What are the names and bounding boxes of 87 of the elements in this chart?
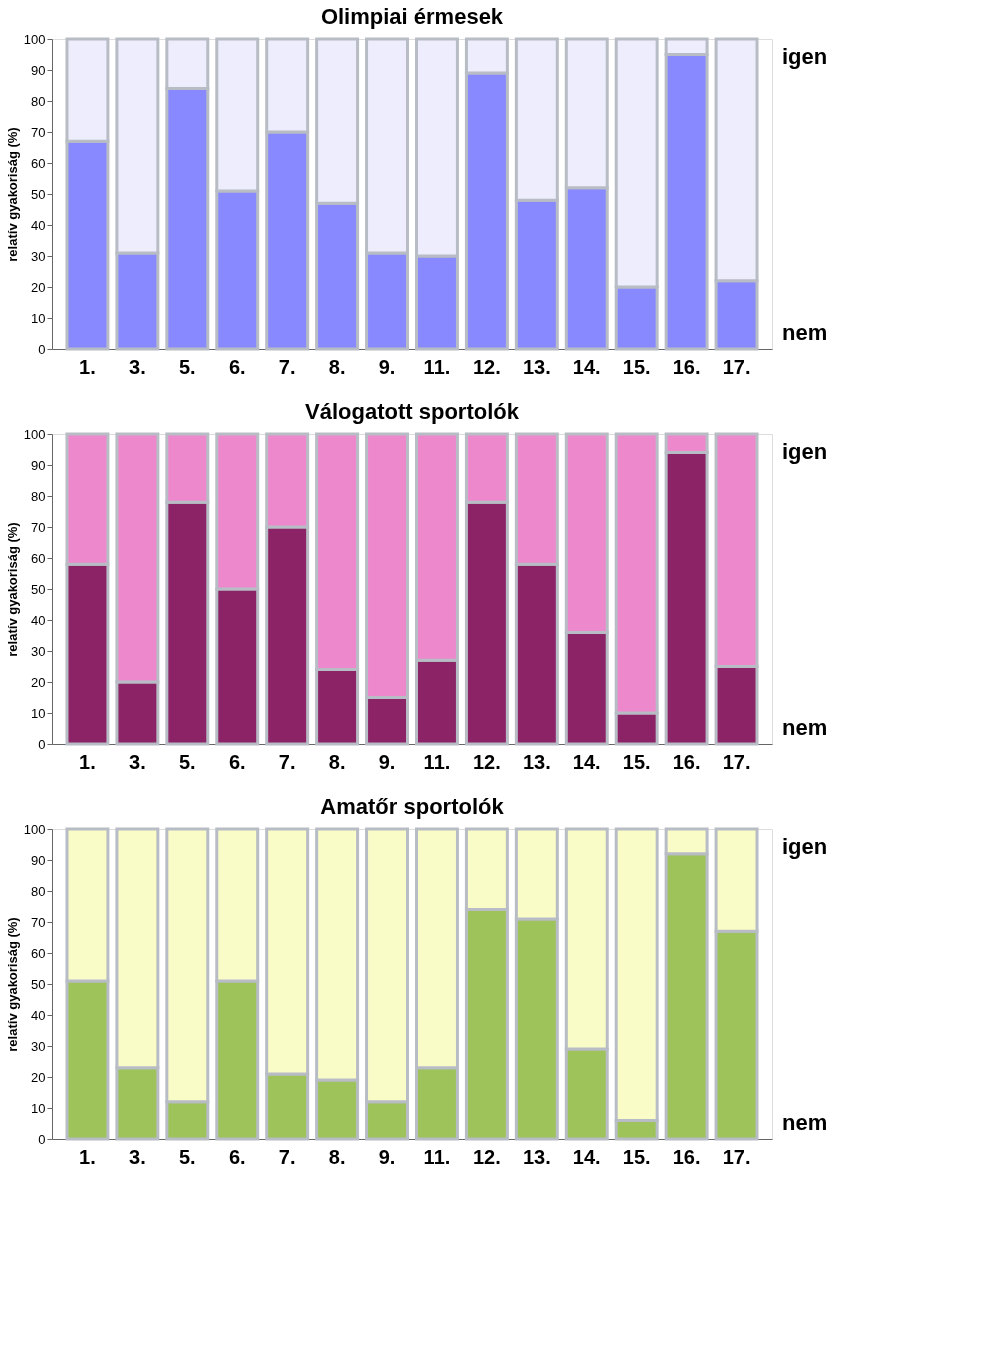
x-tick-label: 17. (722, 750, 751, 773)
y-tick-label: 0 (38, 341, 46, 357)
x-tick-label: 11. (423, 355, 451, 378)
x-tick-label: 5. (178, 750, 196, 773)
x-tick-label: 14. (572, 355, 601, 378)
y-tick-label: 80 (31, 488, 46, 504)
y-tick-label: 40 (31, 1007, 46, 1023)
chart-title: Amatőr sportolók (320, 794, 505, 819)
x-tick-label: 6. (228, 355, 246, 378)
series-label: igen (782, 834, 828, 859)
x-tick-label: 8. (328, 355, 346, 378)
y-tick-label: 20 (31, 674, 46, 690)
y-tick-label: 30 (31, 643, 46, 659)
series-label: igen (782, 44, 828, 69)
x-tick-label: 1. (79, 1145, 96, 1168)
y-tick-label: 80 (31, 93, 46, 109)
y-axis-title: relatív gyakoriság (%) (4, 522, 20, 657)
y-tick-label: 50 (31, 976, 46, 992)
x-tick-label: 3. (129, 750, 146, 773)
x-tick-label: 3. (129, 1145, 146, 1168)
y-tick-label: 90 (31, 852, 46, 868)
x-tick-label: 7. (278, 355, 296, 378)
x-tick-label: 13. (522, 1145, 551, 1168)
x-tick-label: 11. (423, 1145, 451, 1168)
chart-title: Válogatott sportolók (305, 399, 520, 424)
x-tick-label: 13. (522, 355, 551, 378)
series-label: nem (782, 715, 828, 740)
x-tick-label: 7. (278, 1145, 296, 1168)
y-tick-label: 100 (23, 31, 46, 47)
series-label: nem (782, 1110, 828, 1135)
y-tick-label: 0 (38, 1131, 46, 1147)
y-tick-label: 90 (31, 457, 46, 473)
y-tick-label: 60 (31, 155, 46, 171)
x-tick-label: 1. (79, 355, 96, 378)
y-tick-label: 70 (31, 519, 46, 535)
x-tick-label: 8. (328, 750, 346, 773)
x-tick-label: 17. (722, 355, 751, 378)
y-tick-label: 10 (31, 705, 46, 721)
x-tick-label: 16. (672, 750, 701, 773)
y-tick-label: 10 (31, 310, 46, 326)
x-tick-label: 14. (572, 1145, 601, 1168)
y-tick-label: 10 (31, 1100, 46, 1116)
y-axis-title: relatív gyakoriság (%) (4, 917, 20, 1052)
x-tick-label: 15. (622, 750, 651, 773)
x-tick-label: 16. (672, 1145, 701, 1168)
chart-title: Olimpiai érmesek (320, 4, 504, 29)
y-tick-label: 100 (23, 821, 46, 837)
x-tick-label: 9. (378, 1145, 396, 1168)
y-tick-label: 30 (31, 248, 46, 264)
x-tick-label: 12. (472, 750, 501, 773)
y-axis-title: relatív gyakoriság (%) (4, 127, 20, 262)
y-tick-label: 70 (31, 914, 46, 930)
x-tick-label: 15. (622, 355, 651, 378)
y-tick-label: 20 (31, 279, 46, 295)
x-tick-label: 12. (472, 355, 501, 378)
y-tick-label: 80 (31, 883, 46, 899)
x-tick-label: 5. (178, 1145, 196, 1168)
x-tick-label: 15. (622, 1145, 651, 1168)
x-tick-label: 8. (328, 1145, 346, 1168)
y-tick-label: 40 (31, 612, 46, 628)
series-label: nem (782, 320, 828, 345)
x-tick-label: 17. (722, 1145, 751, 1168)
x-tick-label: 6. (228, 1145, 246, 1168)
y-tick-label: 20 (31, 1069, 46, 1085)
x-tick-label: 1. (79, 750, 96, 773)
x-tick-label: 12. (472, 1145, 501, 1168)
x-tick-label: 9. (378, 355, 396, 378)
x-tick-label: 13. (522, 750, 551, 773)
y-tick-label: 60 (31, 945, 46, 961)
y-tick-label: 50 (31, 186, 46, 202)
y-tick-label: 30 (31, 1038, 46, 1054)
series-label: igen (782, 439, 828, 464)
x-tick-label: 14. (572, 750, 601, 773)
y-tick-label: 0 (38, 736, 46, 752)
y-tick-label: 70 (31, 124, 46, 140)
y-tick-label: 100 (23, 426, 46, 442)
x-tick-label: 5. (178, 355, 196, 378)
x-tick-label: 7. (278, 750, 296, 773)
x-tick-label: 6. (228, 750, 246, 773)
y-tick-label: 40 (31, 217, 46, 233)
y-tick-label: 90 (31, 62, 46, 78)
x-tick-label: 3. (129, 355, 146, 378)
y-tick-label: 60 (31, 550, 46, 566)
x-tick-label: 9. (378, 750, 396, 773)
x-tick-label: 16. (672, 355, 701, 378)
y-tick-label: 50 (31, 581, 46, 597)
x-tick-label: 11. (423, 750, 451, 773)
